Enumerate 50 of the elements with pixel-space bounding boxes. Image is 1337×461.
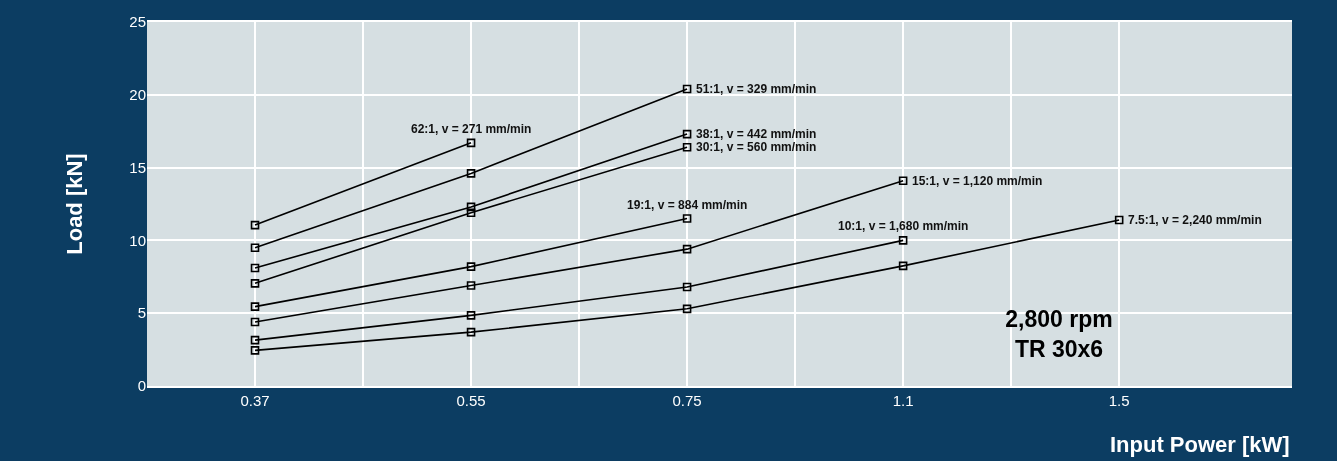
series-label: 15:1, v = 1,120 mm/min <box>912 174 1043 188</box>
y-tick-label: 5 <box>137 304 146 322</box>
x-tick-label: 1.1 <box>892 392 914 409</box>
point <box>898 176 908 185</box>
point <box>250 317 260 327</box>
x-tick-label: 0.55 <box>456 392 486 409</box>
point <box>682 129 692 139</box>
annotation: 2,800 rpm <box>1005 306 1113 332</box>
point <box>250 346 260 355</box>
point <box>466 138 476 148</box>
point <box>682 282 692 292</box>
point <box>466 208 476 218</box>
point <box>250 335 260 345</box>
series-label: 30:1, v = 560 mm/min <box>696 140 817 154</box>
series-label: 19:1, v = 884 mm/min <box>627 198 748 212</box>
point <box>682 304 692 314</box>
x-axis-title: Input Power [kW] <box>1110 432 1290 457</box>
point <box>466 169 476 178</box>
point <box>682 214 692 223</box>
y-tick-label: 20 <box>129 86 146 104</box>
y-tick-label: 15 <box>129 158 146 176</box>
point <box>898 261 908 271</box>
point <box>250 302 260 311</box>
point <box>466 281 476 290</box>
point <box>466 311 476 320</box>
x-tick-label: 0.75 <box>672 392 702 409</box>
point <box>682 84 692 94</box>
point <box>1114 215 1124 225</box>
y-axis-title: Load [kN] <box>62 153 88 255</box>
point <box>250 220 260 230</box>
series-label: 51:1, v = 329 mm/min <box>696 82 817 96</box>
point <box>682 244 692 254</box>
y-tick-label: 10 <box>129 231 146 249</box>
series-label: 10:1, v = 1,680 mm/min <box>838 219 969 233</box>
y-tick-label: 25 <box>129 13 146 31</box>
point <box>250 263 260 273</box>
point <box>466 262 476 271</box>
point <box>250 279 260 288</box>
series-label: 62:1, v = 271 mm/min <box>411 122 532 136</box>
point <box>682 142 692 152</box>
y-tick-label: 0 <box>137 377 146 395</box>
point <box>466 327 476 337</box>
series-label: 7.5:1, v = 2,240 mm/min <box>1128 213 1262 227</box>
x-tick-label: 1.5 <box>1108 392 1130 409</box>
annotation: TR 30x6 <box>1014 335 1104 362</box>
point <box>250 243 260 252</box>
series-label: 38:1, v = 442 mm/min <box>696 127 817 141</box>
point <box>466 202 476 212</box>
x-tick-label: 0.37 <box>240 392 270 409</box>
point <box>898 236 908 245</box>
